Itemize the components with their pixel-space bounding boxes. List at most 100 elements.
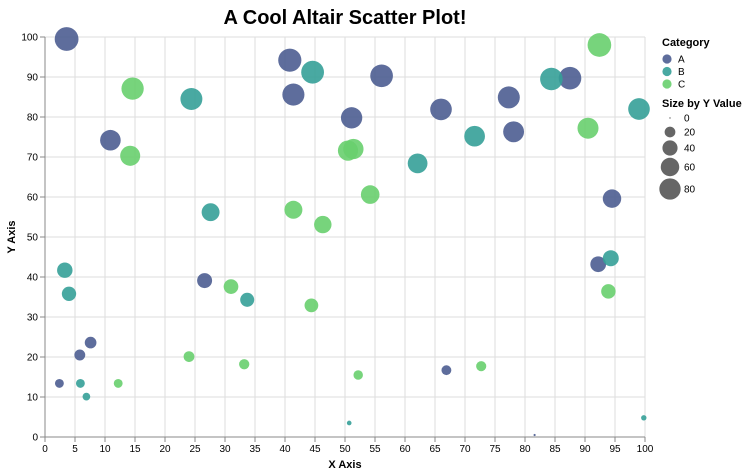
point-c-6 bbox=[360, 185, 380, 204]
color-legend-title: Category bbox=[662, 37, 711, 49]
point-a-6 bbox=[430, 98, 452, 121]
point-c-16 bbox=[113, 378, 123, 388]
point-c-8 bbox=[314, 215, 332, 234]
x-tick-label-6: 30 bbox=[219, 444, 231, 455]
point-c-15 bbox=[353, 370, 363, 380]
point-b-14 bbox=[641, 415, 647, 421]
y-tick-label-4: 40 bbox=[27, 273, 39, 284]
point-b-2 bbox=[180, 88, 203, 110]
point-b-11 bbox=[75, 378, 85, 388]
y-axis-title: Y Axis bbox=[6, 220, 18, 253]
data-points bbox=[54, 27, 650, 437]
size-legend-label-60: 60 bbox=[684, 163, 696, 174]
size-legend-circle-20 bbox=[664, 126, 676, 138]
point-a-5 bbox=[497, 86, 520, 109]
point-b-5 bbox=[407, 153, 428, 174]
point-b-12 bbox=[82, 392, 91, 401]
size-legend-label-0: 0 bbox=[684, 114, 690, 125]
point-b-10 bbox=[240, 292, 255, 307]
y-tick-label-7: 70 bbox=[27, 153, 39, 164]
y-tick-label-5: 50 bbox=[27, 233, 39, 244]
point-c-2 bbox=[577, 117, 599, 139]
size-legend-label-20: 20 bbox=[684, 128, 696, 139]
size-legend-circle-60 bbox=[660, 157, 680, 177]
x-tick-label-3: 15 bbox=[129, 444, 141, 455]
point-a-7 bbox=[340, 107, 363, 129]
point-b-4 bbox=[464, 125, 485, 147]
legend-label-a: A bbox=[678, 55, 685, 66]
size-legend-label-40: 40 bbox=[684, 144, 696, 155]
size-legend-circle-40 bbox=[662, 140, 678, 156]
point-a-16 bbox=[441, 365, 452, 376]
legend-swatch-b bbox=[662, 66, 672, 77]
x-tick-label-14: 70 bbox=[459, 444, 471, 455]
legend-swatch-a bbox=[662, 54, 672, 64]
x-tick-label-9: 45 bbox=[309, 444, 321, 455]
size-legend-circle-0 bbox=[669, 117, 671, 119]
x-tick-label-7: 35 bbox=[249, 444, 261, 455]
legend-label-b: B bbox=[678, 67, 685, 78]
point-b-7 bbox=[602, 250, 619, 267]
x-tick-label-12: 60 bbox=[399, 444, 411, 455]
y-tick-label-8: 80 bbox=[27, 113, 39, 124]
point-b-3 bbox=[628, 98, 650, 120]
point-c-9 bbox=[223, 279, 239, 294]
x-tick-label-18: 90 bbox=[579, 444, 591, 455]
size-legend-entries: 0 20 40 60 80 bbox=[659, 114, 696, 200]
point-c-7 bbox=[284, 200, 303, 219]
point-c-11 bbox=[304, 298, 319, 313]
point-a-11 bbox=[590, 256, 607, 273]
y-tick-label-9: 90 bbox=[27, 73, 39, 84]
y-tick-label-0: 0 bbox=[32, 433, 38, 444]
x-tick-label-10: 50 bbox=[339, 444, 351, 455]
x-tick-label-19: 95 bbox=[609, 444, 621, 455]
x-tick-label-16: 80 bbox=[519, 444, 531, 455]
point-a-12 bbox=[197, 273, 213, 289]
point-a-8 bbox=[503, 121, 525, 143]
x-tick-label-17: 85 bbox=[549, 444, 561, 455]
point-c-14 bbox=[476, 361, 487, 372]
x-tick-label-15: 75 bbox=[489, 444, 501, 455]
point-c-5 bbox=[120, 145, 141, 166]
point-a-0 bbox=[54, 27, 79, 51]
point-a-2 bbox=[370, 64, 393, 88]
point-b-6 bbox=[201, 203, 220, 222]
point-b-9 bbox=[61, 286, 77, 301]
x-tick-label-4: 20 bbox=[159, 444, 171, 455]
y-tick-label-3: 30 bbox=[27, 313, 39, 324]
point-a-15 bbox=[54, 378, 64, 388]
point-c-4 bbox=[343, 138, 364, 160]
x-tick-label-1: 5 bbox=[72, 444, 78, 455]
x-axis-title: X Axis bbox=[328, 459, 361, 471]
size-legend-label-80: 80 bbox=[684, 185, 696, 196]
point-b-1 bbox=[540, 67, 563, 91]
point-a-10 bbox=[602, 189, 622, 208]
legend-label-c: C bbox=[678, 80, 685, 91]
point-c-0 bbox=[587, 33, 612, 57]
x-tick-label-0: 0 bbox=[42, 444, 48, 455]
x-tick-label-11: 55 bbox=[369, 444, 381, 455]
y-tick-label-10: 100 bbox=[21, 33, 38, 44]
y-tick-label-2: 20 bbox=[27, 353, 39, 364]
y-tick-label-1: 10 bbox=[27, 393, 39, 404]
color-legend-entries: ABC bbox=[662, 54, 685, 91]
point-a-1 bbox=[278, 48, 302, 72]
point-a-9 bbox=[100, 129, 121, 151]
chart-title: A Cool Altair Scatter Plot! bbox=[224, 7, 467, 29]
point-c-12 bbox=[183, 351, 195, 362]
size-legend-title: Size by Y Value bbox=[662, 98, 742, 110]
point-c-10 bbox=[601, 284, 616, 299]
x-tick-label-13: 65 bbox=[429, 444, 441, 455]
x-tick-label-5: 25 bbox=[189, 444, 201, 455]
point-b-8 bbox=[57, 262, 73, 278]
point-a-14 bbox=[74, 349, 86, 361]
legend-swatch-c bbox=[662, 79, 672, 89]
x-tick-label-2: 10 bbox=[99, 444, 111, 455]
point-a-17 bbox=[533, 433, 536, 437]
point-b-13 bbox=[346, 420, 352, 426]
axes: 0 5 10 15 20 25 30 35 40 45 50 55 60 65 70 75 80 85 90 95 10… bbox=[21, 33, 653, 456]
point-a-3 bbox=[558, 66, 582, 90]
point-b-0 bbox=[301, 60, 325, 84]
size-legend-circle-80 bbox=[659, 178, 681, 200]
